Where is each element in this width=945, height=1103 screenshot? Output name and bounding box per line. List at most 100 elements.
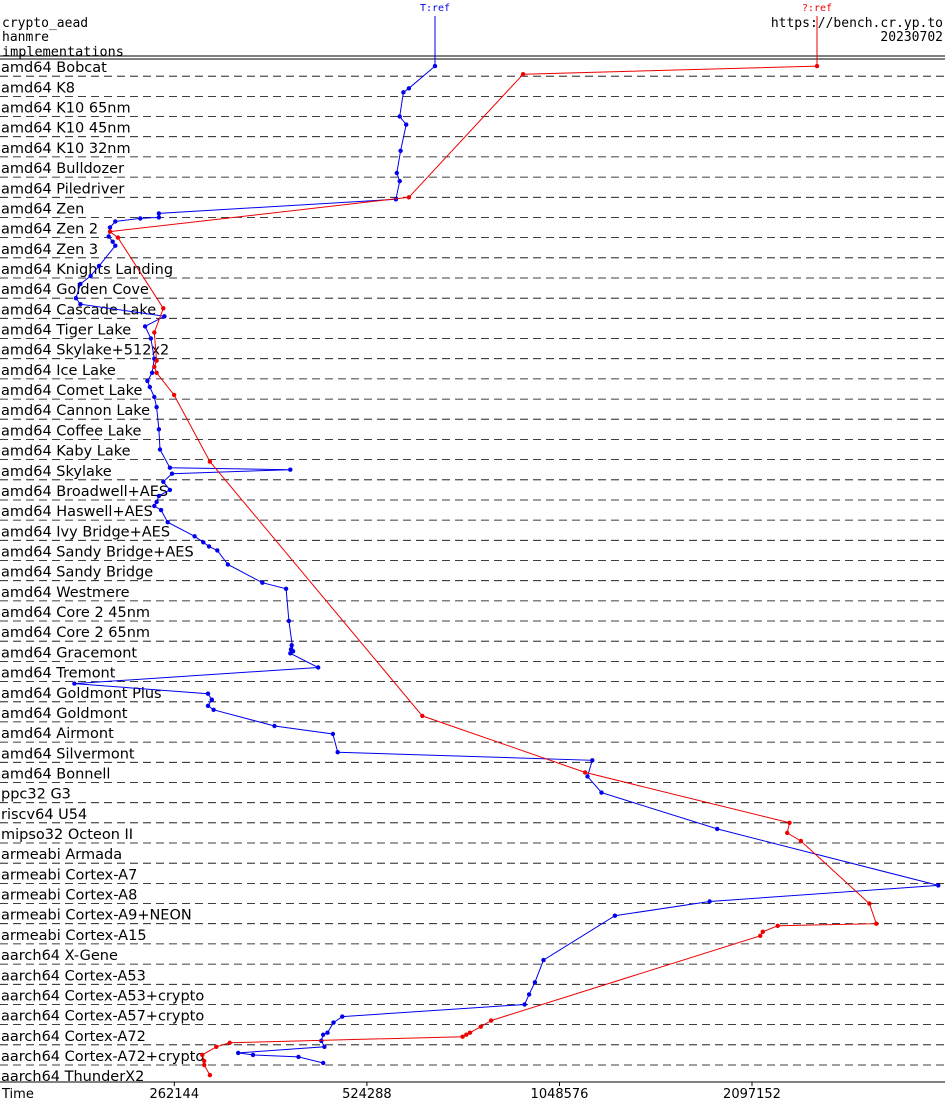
series-line-t-ref	[74, 65, 939, 1064]
category-label-amd64-gracemont: amd64 Gracemont	[1, 645, 137, 661]
data-point-t-ref	[283, 586, 289, 591]
x-axis-title: Time	[1, 1087, 34, 1102]
data-point-ref	[207, 459, 213, 464]
data-point-t-ref	[401, 90, 406, 95]
data-point-t-ref	[331, 1020, 336, 1025]
category-label-amd64-skylake-plus-512x2: amd64 Skylake+512x2	[1, 343, 169, 359]
category-label-amd64-piledriver: amd64 Piledriver	[1, 181, 124, 197]
x-tick-label: 262144	[149, 1087, 199, 1102]
category-label-aarch64-x-gene: aarch64 X-Gene	[1, 948, 118, 964]
category-label-riscv64-u54: riscv64 U54	[1, 807, 87, 823]
category-label-amd64-k10-65nm: amd64 K10 65nm	[1, 101, 131, 117]
category-label-amd64-tiger-lake: amd64 Tiger Lake	[1, 323, 131, 339]
data-point-t-ref	[236, 1050, 241, 1056]
category-label-amd64-k10-45nm: amd64 K10 45nm	[1, 121, 131, 137]
data-point-ref	[867, 901, 872, 906]
data-point-ref	[207, 1072, 213, 1078]
data-point-t-ref	[225, 562, 231, 567]
data-point-t-ref	[321, 1060, 326, 1066]
category-rows: amd64 Bobcat amd64 K8 amd64 K10 65nm amd64 …	[0, 60, 945, 1085]
data-point-t-ref	[106, 234, 111, 239]
data-point-t-ref	[161, 479, 166, 484]
category-label-armeabi-cortex-a7: armeabi Cortex-A7	[1, 867, 137, 883]
data-point-t-ref	[156, 427, 162, 432]
category-label-aarch64-cortex-a53: aarch64 Cortex-A53	[1, 968, 146, 984]
category-label-amd64-ice-lake: amd64 Ice Lake	[1, 363, 116, 379]
data-point-ref	[154, 358, 159, 363]
data-point-t-ref	[522, 1002, 527, 1007]
category-label-mipso32-octeon-ii: mipso32 Octeon II	[1, 827, 133, 843]
operation-name: hanmre	[2, 30, 49, 45]
category-label-amd64-core-2-45nm: amd64 Core 2 45nm	[1, 605, 150, 621]
data-point-t-ref	[158, 507, 164, 513]
category-label-amd64-goldmont-plus: amd64 Goldmont Plus	[1, 686, 162, 702]
data-point-t-ref	[289, 643, 294, 648]
data-point-ref	[154, 370, 159, 375]
x-tick-label: 2097152	[723, 1087, 781, 1102]
data-point-t-ref	[201, 540, 206, 545]
data-point-t-ref	[325, 1030, 330, 1035]
data-point-t-ref	[541, 957, 546, 963]
data-point-ref	[467, 1030, 473, 1035]
category-label-amd64-core-2-65nm: amd64 Core 2 65nm	[1, 625, 150, 641]
data-point-t-ref	[157, 447, 163, 452]
data-point-t-ref	[296, 1054, 301, 1060]
data-point-ref	[152, 330, 157, 335]
data-point-ref	[760, 929, 765, 934]
data-point-t-ref	[321, 1032, 326, 1037]
data-point-ref	[214, 1044, 219, 1050]
site-url[interactable]: https://bench.cr.yp.to	[770, 16, 943, 31]
data-point-t-ref	[612, 913, 618, 918]
category-label-amd64-zen-3: amd64 Zen 3	[1, 242, 98, 258]
data-point-ref	[152, 364, 157, 369]
data-point-t-ref	[73, 296, 79, 301]
category-label-amd64-ivy-bridge-plus-aes: amd64 Ivy Bridge+AES	[1, 524, 170, 540]
data-point-ref	[200, 1052, 205, 1058]
data-point-t-ref	[316, 665, 321, 670]
data-point-t-ref	[394, 170, 399, 176]
data-point-t-ref	[599, 790, 604, 795]
series-label-ref: ?:ref	[802, 3, 832, 14]
data-point-ref	[171, 392, 177, 398]
data-point-t-ref	[206, 544, 212, 549]
data-point-t-ref	[205, 703, 211, 708]
category-label-armeabi-cortex-a8: armeabi Cortex-A8	[1, 888, 137, 904]
data-point-ref	[420, 713, 425, 719]
category-label-armeabi-cortex-a9-plus-neon: armeabi Cortex-A9+NEON	[1, 908, 192, 924]
data-point-t-ref	[96, 263, 102, 269]
category-label-aarch64-cortex-a72: aarch64 Cortex-A72	[1, 1029, 146, 1045]
data-point-ref	[488, 1018, 494, 1023]
data-point-t-ref	[707, 899, 712, 904]
data-point-t-ref	[107, 225, 113, 230]
category-label-amd64-cannon-lake: amd64 Cannon Lake	[1, 403, 150, 419]
data-point-ref	[478, 1024, 483, 1029]
data-point-t-ref	[398, 148, 403, 153]
category-label-amd64-k10-32nm: amd64 K10 32nm	[1, 141, 131, 157]
data-point-t-ref	[590, 758, 595, 763]
category-label-amd64-airmont: amd64 Airmont	[1, 726, 114, 742]
data-point-t-ref	[156, 493, 162, 499]
data-point-t-ref	[211, 707, 216, 712]
data-point-ref	[464, 1032, 469, 1037]
data-point-ref	[161, 306, 166, 311]
category-label-amd64-knights-landing: amd64 Knights Landing	[1, 262, 173, 278]
data-point-t-ref	[205, 691, 211, 696]
category-label-amd64-goldmont: amd64 Goldmont	[1, 706, 128, 722]
data-point-t-ref	[169, 471, 175, 476]
data-point-ref	[202, 1062, 207, 1068]
data-point-t-ref	[288, 651, 293, 656]
data-point-t-ref	[532, 980, 538, 985]
data-point-t-ref	[250, 1052, 256, 1058]
data-point-ref	[758, 933, 763, 938]
data-point-t-ref	[406, 86, 412, 91]
data-point-t-ref	[272, 723, 277, 729]
data-point-t-ref	[156, 211, 162, 216]
category-label-aarch64-cortex-a53-plus-crypto: aarch64 Cortex-A53+crypto	[1, 989, 204, 1005]
data-point-t-ref	[154, 404, 159, 410]
data-point-t-ref	[156, 215, 162, 220]
data-point-ref	[202, 1058, 207, 1064]
data-point-t-ref	[167, 465, 173, 470]
data-point-t-ref	[152, 394, 157, 400]
data-point-t-ref	[167, 487, 173, 493]
data-point-ref	[115, 235, 121, 240]
